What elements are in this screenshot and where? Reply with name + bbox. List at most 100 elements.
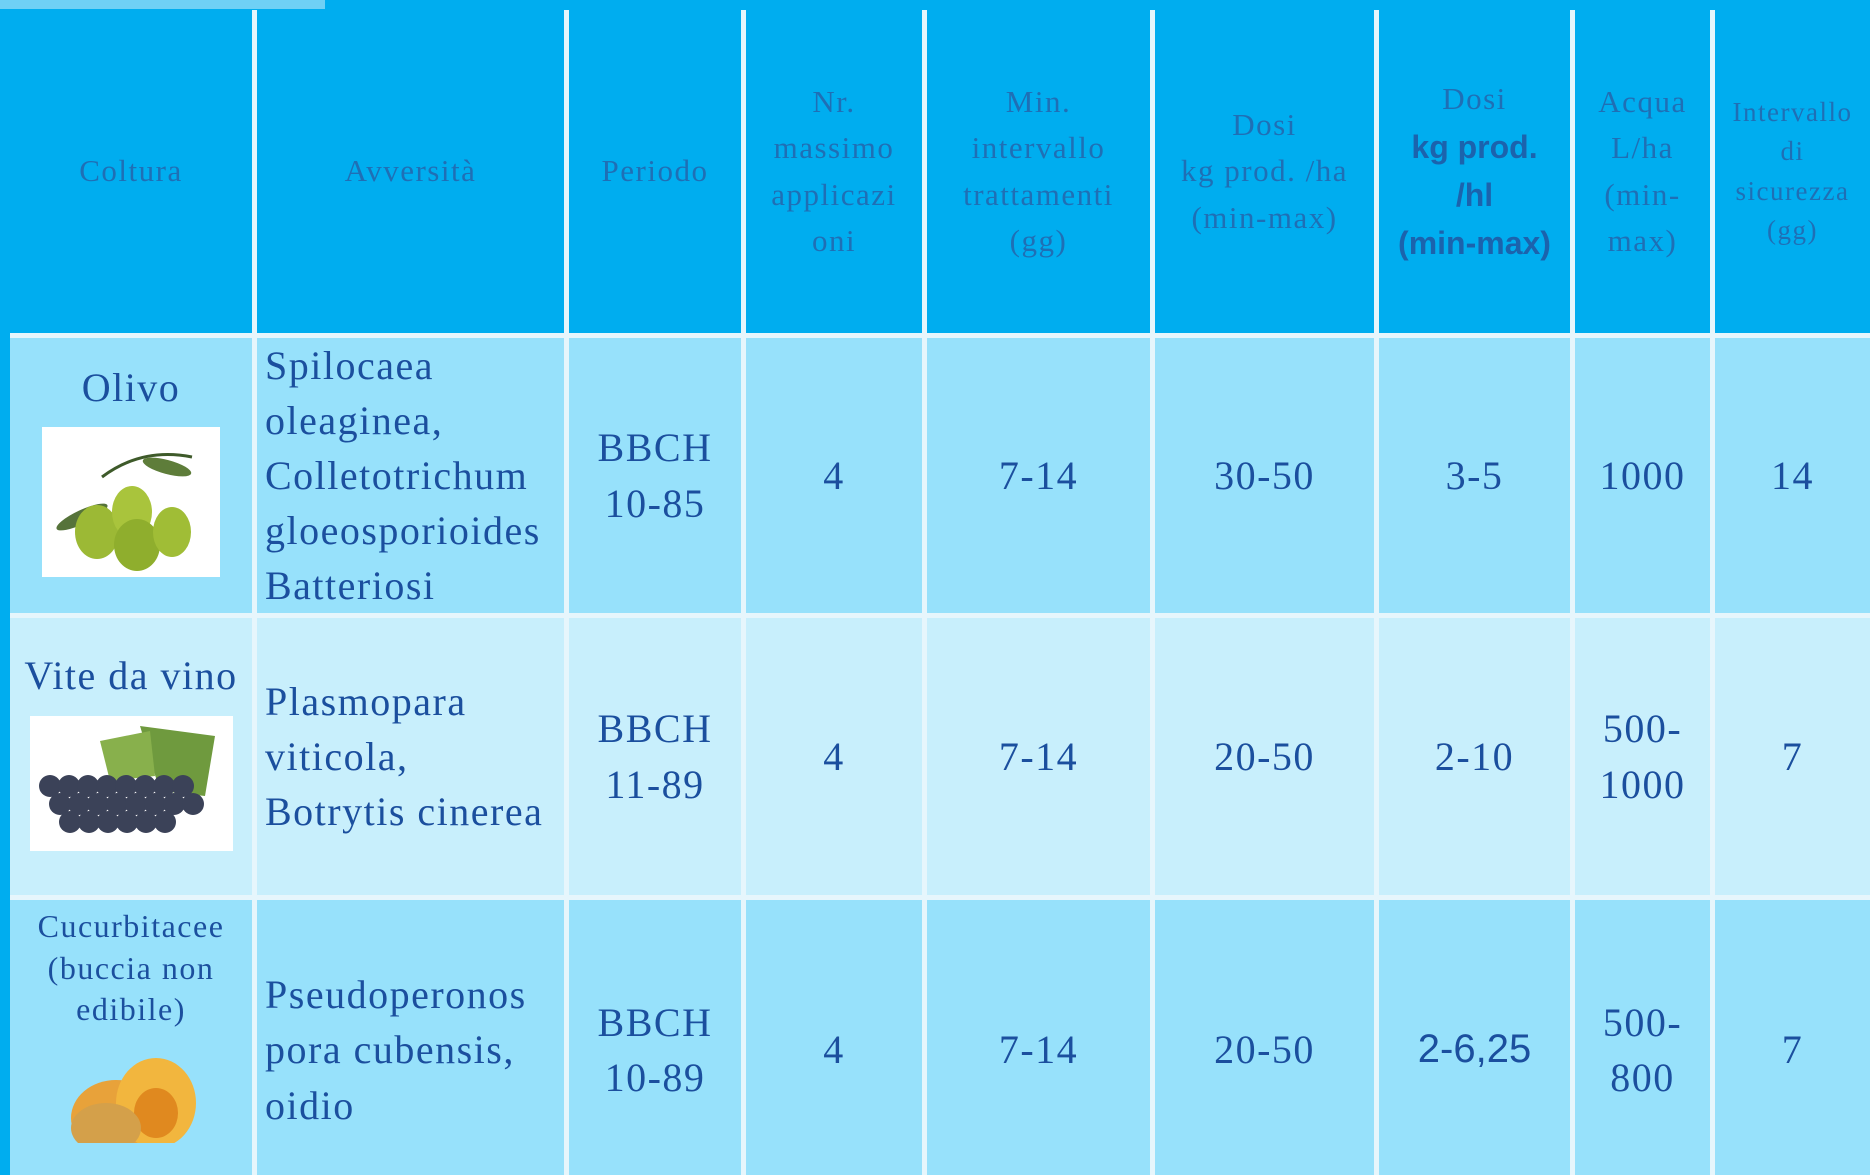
cell-text: oni [812,218,856,265]
cell-text: kg prod. /ha [1181,148,1348,195]
cell-text: 10-89 [605,1050,706,1105]
cell-text: (min- [1604,172,1680,219]
crop-image [42,427,220,591]
cell-text: max) [1608,218,1678,265]
tab [0,0,325,9]
cell-text: (min-max) [1191,195,1337,242]
cell-text: 11-89 [605,757,704,812]
cell-text: 20-50 [1214,729,1315,784]
crop-image [46,1043,216,1154]
table-cell: 2-6,25 [1379,900,1570,1175]
cell-text: Cucurbitacee [38,906,225,948]
cell-text: massimo [774,125,895,172]
cell-text: 4 [823,448,845,503]
cell-text: 10-85 [605,476,706,531]
cell-text: Dosi [1232,102,1297,149]
cell-text: 500- [1603,995,1682,1050]
cell-text: 800 [1610,1050,1675,1105]
cell-text: 500- [1603,701,1682,756]
cell-text: 2-6,25 [1418,1022,1531,1077]
table-cell: 20-50 [1155,618,1374,895]
cell-text: kg prod. [1411,123,1537,171]
cell-text: trattamenti [963,172,1114,219]
table-cell: 500-1000 [1575,618,1710,895]
cell-text: intervallo [972,125,1106,172]
cell-text: /hl [1456,171,1493,219]
table-cell: 7 [1715,900,1870,1175]
cell-text: 2-10 [1435,729,1514,784]
cell-text: applicazi [771,172,896,219]
cell-text: Spilocaea [265,338,434,393]
slide: Coltura Avversità Periodo Nr.massimoapplica… [0,0,1870,1175]
cell-text: 3-5 [1446,448,1504,503]
cell-text: BBCH [598,420,713,475]
table-cell: 4 [746,900,922,1175]
cell-text: 7-14 [999,448,1078,503]
cell-text: Botrytis cinerea [265,784,543,839]
cell-text: 7 [1782,1022,1804,1077]
cell-text: Batteriosi [265,558,436,613]
cell-text: Periodo [602,148,709,195]
cell-text: BBCH [598,701,713,756]
cell-text: pora cubensis, [265,1022,515,1077]
cell-text: Vite da vino [24,648,237,703]
crop-image [30,716,233,865]
cell-text: Olivo [82,360,181,415]
cell-text: 7 [1782,729,1804,784]
table-cell: 500-800 [1575,900,1710,1175]
table-cell: 20-50 [1155,900,1374,1175]
header-cell: Avversità [257,10,564,333]
cell-text: Dosi [1442,76,1507,123]
table-cell: 7-14 [927,900,1150,1175]
cell-text: edibile) [76,989,186,1031]
cell-text: Pseudoperonos [265,967,527,1022]
cell-text: Coltura [79,148,183,195]
cell-text: Intervallo [1733,93,1853,132]
cell-text: Min. [1006,79,1071,126]
table-cell: 14 [1715,338,1870,613]
cell-text: BBCH [598,995,713,1050]
table-cell: 4 [746,338,922,613]
cell-text: 1000 [1600,448,1686,503]
cell-text: Acqua [1598,79,1686,126]
table-cell: 7-14 [927,618,1150,895]
cell-text: sicurezza [1736,172,1850,211]
table-cell: 2-10 [1379,618,1570,895]
cell-text: (min-max) [1398,219,1551,267]
cell-text: 20-50 [1214,1022,1315,1077]
cell-text: 14 [1771,448,1814,503]
cell-text: viticola, [265,729,408,784]
table-cell: 3-5 [1379,338,1570,613]
cell-text: Plasmopara [265,674,467,729]
cell-text: Colletotrichum [265,448,528,503]
cell-text: (buccia non [48,948,215,990]
cell-text: (gg) [1767,211,1818,250]
cell-text: 4 [823,729,845,784]
cell-text: gloeosporioides [265,503,541,558]
cell-text: oleaginea, [265,393,443,448]
header-cell: Periodo [569,10,741,333]
table-cell: Olivo [10,338,252,613]
cell-text: 1000 [1600,757,1686,812]
cell-text: 4 [823,1022,845,1077]
cell-text: di [1780,132,1804,171]
table-cell: 1000 [1575,338,1710,613]
header-cell: Coltura [10,10,252,333]
cell-text: Nr. [812,79,855,126]
cell-text: (gg) [1010,218,1068,265]
table-cell: 4 [746,618,922,895]
cell-text: 7-14 [999,1022,1078,1077]
cell-text: Avversità [345,148,477,195]
